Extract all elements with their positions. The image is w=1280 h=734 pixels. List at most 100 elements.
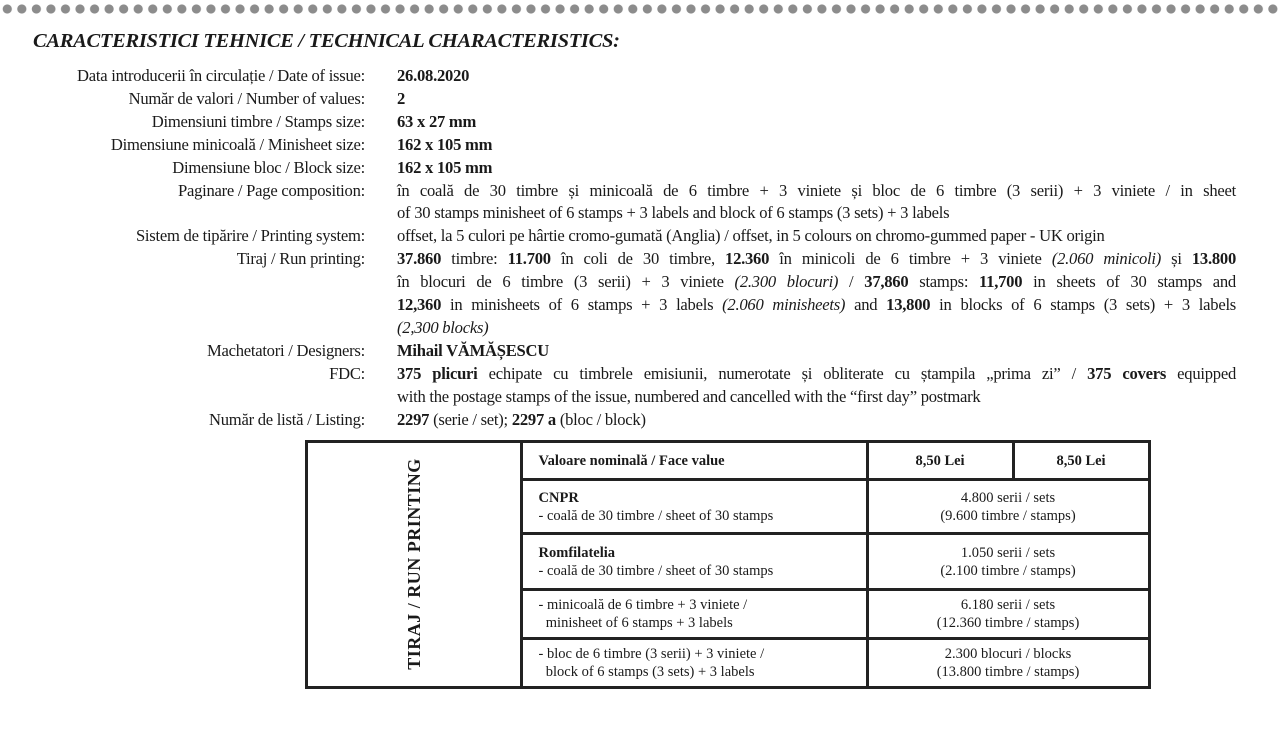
table-row: CNPR - coală de 30 timbre / sheet of 30 s… xyxy=(307,478,1151,535)
spec-value-line: 2 xyxy=(397,88,1236,111)
spec-value-line: în coală de 30 timbre și minicoală de 6 … xyxy=(397,180,1236,203)
spec-value: 375 plicuri echipate cu timbrele emisiun… xyxy=(397,363,1236,409)
distribution-cell: - bloc de 6 timbre (3 serii) + 3 viniete… xyxy=(519,637,869,689)
spec-row: Machetatori / Designers: Mihail VĂMĂȘESCU xyxy=(0,340,1240,363)
text-segment: 2297 xyxy=(397,409,430,429)
spec-value: 63 x 27 mm xyxy=(397,111,1236,134)
spec-row: Paginare / Page composition: în coală de … xyxy=(0,180,1240,226)
text-segment: with the postage stamps of the issue, nu… xyxy=(397,386,981,406)
sets-count: 2.300 blocuri / blocks xyxy=(944,646,1072,662)
spec-value-line: 12,360 in minisheets of 6 stamps + 3 lab… xyxy=(397,294,1236,317)
table-header-row: TIRAJ / RUN PRINTING Valoare nominală / … xyxy=(305,440,1151,689)
stamps-count: (12.360 timbre / stamps) xyxy=(936,615,1080,631)
text-segment: 12.360 xyxy=(725,249,770,269)
text-segment: offset, la 5 culori pe hârtie cromo-guma… xyxy=(397,226,1105,246)
text-segment: 2297 a xyxy=(511,409,556,429)
spec-label: Tiraj / Run printing: xyxy=(236,249,366,269)
table-row: Romfilatelia - coală de 30 timbre / sheet… xyxy=(307,532,1151,591)
text-segment: in blocks of 6 stamps (3 sets) + 3 label… xyxy=(930,295,1237,315)
format-desc-en: block of 6 stamps (3 sets) + 3 labels xyxy=(538,664,755,680)
distributor-name: Romfilatelia xyxy=(538,544,616,561)
distribution-cell: Romfilatelia - coală de 30 timbre / sheet… xyxy=(519,532,869,591)
text-segment: / xyxy=(838,272,865,292)
stamps-count: (13.800 timbre / stamps) xyxy=(936,664,1080,680)
text-segment: 13.800 xyxy=(1191,249,1236,269)
spec-value-line: offset, la 5 culori pe hârtie cromo-guma… xyxy=(397,225,1236,248)
text-segment: 162 x 105 mm xyxy=(397,157,493,177)
format-desc: - coală de 30 timbre / sheet of 30 stamp… xyxy=(538,507,774,524)
text-segment: (2,300 blocks) xyxy=(397,317,489,337)
spec-value: 37.860 timbre: 11.700 în coli de 30 timb… xyxy=(397,248,1236,340)
spec-value: 162 x 105 mm xyxy=(397,134,1236,157)
spec-value-line: 2297 (serie / set); 2297 a (bloc / block… xyxy=(397,409,1236,432)
distributor-name: CNPR xyxy=(538,489,579,506)
text-segment: (serie / set); xyxy=(429,409,512,429)
spec-value: 162 x 105 mm xyxy=(397,157,1236,180)
spec-row: Tiraj / Run printing: 37.860 timbre: 11.7… xyxy=(0,248,1240,340)
text-segment: 37.860 xyxy=(397,249,442,269)
face-value-label: Valoare nominală / Face value xyxy=(519,440,869,481)
table-row: - minicoală de 6 timbre + 3 viniete / mi… xyxy=(307,588,1151,640)
text-segment: (2.300 blocuri) xyxy=(734,272,839,292)
text-segment: în minicoli de 6 timbre + 3 viniete xyxy=(769,249,1052,269)
spec-row: FDC: 375 plicuri echipate cu timbrele emi… xyxy=(0,363,1240,409)
spec-value-line: 26.08.2020 xyxy=(397,65,1236,88)
spec-value: 2297 (serie / set); 2297 a (bloc / block… xyxy=(397,409,1236,432)
spec-label: Dimensiuni timbre / Stamps size: xyxy=(151,111,365,131)
spec-value-line: 162 x 105 mm xyxy=(397,134,1236,157)
face-value-1: 8,50 Lei xyxy=(865,440,1015,481)
spec-row: Sistem de tipărire / Printing system: off… xyxy=(0,225,1240,248)
format-desc-en: minisheet of 6 stamps + 3 labels xyxy=(538,615,733,631)
text-segment: și xyxy=(1160,249,1192,269)
spec-row: Număr de listă / Listing: 2297 (serie / s… xyxy=(0,409,1240,432)
spec-row: Dimensiune bloc / Block size: 162 x 105 m… xyxy=(0,157,1240,180)
text-segment: 13,800 xyxy=(886,295,931,315)
text-segment: 11,700 xyxy=(979,272,1023,292)
spec-value: 2 xyxy=(397,88,1236,111)
spec-label: Număr de valori / Number of values: xyxy=(128,88,366,108)
text-segment: and xyxy=(845,295,887,315)
text-segment: 26.08.2020 xyxy=(397,66,470,85)
stamps-count: (2.100 timbre / stamps) xyxy=(940,562,1076,579)
text-segment: 63 x 27 mm xyxy=(397,111,477,131)
spec-row: Dimensiuni timbre / Stamps size: 63 x 27 … xyxy=(0,111,1240,134)
spec-value: 26.08.2020 xyxy=(397,65,1236,88)
text-segment: in sheets of 30 stamps and xyxy=(1022,272,1236,292)
text-segment: 37,860 xyxy=(864,272,909,292)
spec-label: Data introducerii în circulație / Date o… xyxy=(77,66,365,85)
text-segment: equipped xyxy=(1166,363,1236,383)
dotted-divider xyxy=(0,3,1280,15)
text-segment: Mihail VĂMĂȘESCU xyxy=(397,340,549,360)
spec-value-line: în blocuri de 6 timbre (3 serii) + 3 vin… xyxy=(397,271,1236,294)
text-segment: 375 covers xyxy=(1087,363,1167,383)
text-segment: timbre: xyxy=(441,249,508,269)
sets-count: 1.050 serii / sets xyxy=(960,544,1056,561)
spec-value-line: 162 x 105 mm xyxy=(397,157,1236,180)
spec-value: Mihail VĂMĂȘESCU xyxy=(397,340,1236,363)
spec-value-line: 37.860 timbre: 11.700 în coli de 30 timb… xyxy=(397,248,1236,271)
spec-row: Dimensiune minicoală / Minisheet size: 16… xyxy=(0,134,1240,157)
face-value-2: 8,50 Lei xyxy=(1011,440,1151,481)
distribution-cell: - minicoală de 6 timbre + 3 viniete / mi… xyxy=(519,588,869,640)
text-segment: în coală de 30 timbre și minicoală de 6 … xyxy=(397,180,1236,200)
text-segment: (bloc / block) xyxy=(555,409,646,429)
text-segment: (2.060 minisheets) xyxy=(722,295,846,315)
spec-value-line: (2,300 blocks) xyxy=(397,317,1236,340)
spec-value-line: 63 x 27 mm xyxy=(397,111,1236,134)
text-segment: 11.700 xyxy=(507,249,551,269)
spec-value-line: Mihail VĂMĂȘESCU xyxy=(397,340,1236,363)
spec-label: FDC: xyxy=(329,363,365,383)
spec-label: Sistem de tipărire / Printing system: xyxy=(135,226,365,246)
spec-row: Data introducerii în circulație / Date o… xyxy=(0,65,1240,88)
quantity-cell: 2.300 blocuri / blocks (13.800 timbre / s… xyxy=(865,637,1151,689)
quantity-cell: 1.050 serii / sets (2.100 timbre / stamps… xyxy=(865,532,1151,591)
spec-value-line: with the postage stamps of the issue, nu… xyxy=(397,386,1236,409)
format-desc: - coală de 30 timbre / sheet of 30 stamp… xyxy=(538,562,774,579)
spec-value-line: of 30 stamps minisheet of 6 stamps + 3 l… xyxy=(397,202,1236,225)
run-printing-table: TIRAJ / RUN PRINTING Valoare nominală / … xyxy=(305,440,1151,689)
table-row: - bloc de 6 timbre (3 serii) + 3 viniete… xyxy=(307,637,1151,689)
text-segment: 12,360 xyxy=(397,295,442,315)
text-segment: în coli de 30 timbre, xyxy=(550,249,726,269)
distribution-cell: CNPR - coală de 30 timbre / sheet of 30 s… xyxy=(519,478,869,535)
text-segment: echipate cu timbrele emisiunii, numerota… xyxy=(477,363,1088,383)
